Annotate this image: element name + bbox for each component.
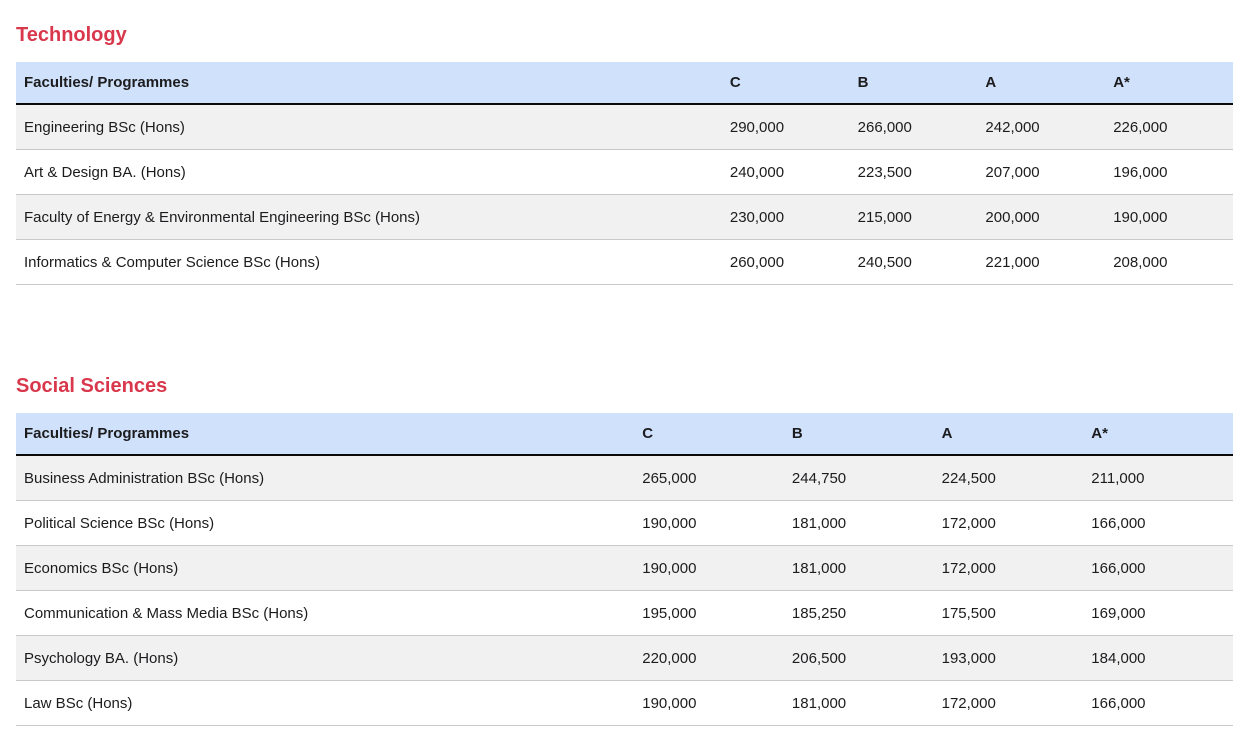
table-row: Communication & Mass Media BSc (Hons) 19…	[16, 590, 1233, 636]
table-row: Art & Design BA. (Hons) 240,000 223,500 …	[16, 149, 1233, 195]
programme-name-cell: Engineering BSc (Hons)	[16, 104, 722, 150]
fee-cell-a-star: 166,000	[1083, 545, 1233, 591]
fee-cell-a: 200,000	[977, 194, 1106, 240]
fees-table: Faculties/ Programmes C B A A* Engineeri…	[16, 62, 1233, 285]
column-header-grade-a-star: A*	[1083, 413, 1233, 456]
fee-cell-b: 240,500	[849, 239, 978, 285]
column-header-programmes: Faculties/ Programmes	[16, 62, 722, 105]
programme-name-cell: Art & Design BA. (Hons)	[16, 149, 722, 195]
programme-name-cell: Business Administration BSc (Hons)	[16, 455, 635, 501]
fee-cell-c: 230,000	[721, 194, 850, 240]
fee-cell-a-star: 196,000	[1105, 149, 1233, 195]
fee-cell-a-star: 208,000	[1105, 239, 1233, 285]
fee-cell-c: 260,000	[721, 239, 850, 285]
fee-cell-a-star: 166,000	[1083, 500, 1233, 546]
fee-cell-a-star: 226,000	[1105, 104, 1233, 150]
fee-cell-b: 223,500	[849, 149, 978, 195]
programme-name-cell: Communication & Mass Media BSc (Hons)	[16, 590, 635, 636]
programme-name-cell: Psychology BA. (Hons)	[16, 635, 635, 681]
fee-cell-a: 193,000	[933, 635, 1084, 681]
column-header-grade-b: B	[849, 62, 978, 105]
table-row: Psychology BA. (Hons) 220,000 206,500 19…	[16, 635, 1233, 681]
fee-cell-c: 240,000	[721, 149, 850, 195]
table-row: Business Administration BSc (Hons) 265,0…	[16, 455, 1233, 501]
table-row: Faculty of Energy & Environmental Engine…	[16, 194, 1233, 240]
fee-cell-a: 172,000	[933, 500, 1084, 546]
sections-container: Technology Faculties/ Programmes C B A A…	[16, 24, 1233, 726]
fee-cell-a: 207,000	[977, 149, 1106, 195]
fee-cell-a: 242,000	[977, 104, 1106, 150]
programme-name-cell: Political Science BSc (Hons)	[16, 500, 635, 546]
table-row: Engineering BSc (Hons) 290,000 266,000 2…	[16, 104, 1233, 150]
fee-cell-c: 195,000	[634, 590, 784, 636]
fee-cell-a-star: 184,000	[1083, 635, 1233, 681]
fee-cell-b: 266,000	[849, 104, 978, 150]
fee-cell-c: 265,000	[634, 455, 784, 501]
fee-cell-a: 172,000	[933, 680, 1084, 726]
fee-cell-a: 224,500	[933, 455, 1084, 501]
column-header-programmes: Faculties/ Programmes	[16, 413, 635, 456]
fee-cell-c: 290,000	[721, 104, 850, 150]
fee-cell-a-star: 166,000	[1083, 680, 1233, 726]
section-title: Technology	[16, 24, 127, 46]
column-header-grade-c: C	[634, 413, 784, 456]
column-header-grade-a-star: A*	[1105, 62, 1233, 105]
fee-cell-b: 181,000	[783, 500, 934, 546]
fee-cell-b: 185,250	[783, 590, 934, 636]
column-header-grade-b: B	[783, 413, 934, 456]
column-header-grade-a: A	[977, 62, 1106, 105]
fee-cell-c: 220,000	[634, 635, 784, 681]
table-header-row: Faculties/ Programmes C B A A*	[16, 413, 1233, 456]
fee-cell-c: 190,000	[634, 500, 784, 546]
fee-cell-a: 175,500	[933, 590, 1084, 636]
fee-cell-a-star: 169,000	[1083, 590, 1233, 636]
programme-name-cell: Economics BSc (Hons)	[16, 545, 635, 591]
fee-cell-b: 215,000	[849, 194, 978, 240]
fee-section: Technology Faculties/ Programmes C B A A…	[16, 24, 1233, 285]
table-row: Law BSc (Hons) 190,000 181,000 172,000 1…	[16, 680, 1233, 726]
fee-cell-c: 190,000	[634, 545, 784, 591]
table-row: Economics BSc (Hons) 190,000 181,000 172…	[16, 545, 1233, 591]
programme-name-cell: Law BSc (Hons)	[16, 680, 635, 726]
fee-cell-a-star: 211,000	[1083, 455, 1233, 501]
fees-table: Faculties/ Programmes C B A A* Business …	[16, 413, 1233, 726]
fee-cell-b: 244,750	[783, 455, 934, 501]
fee-cell-b: 181,000	[783, 545, 934, 591]
section-title: Social Sciences	[16, 375, 168, 397]
table-body: Engineering BSc (Hons) 290,000 266,000 2…	[16, 104, 1233, 285]
programme-name-cell: Informatics & Computer Science BSc (Hons…	[16, 239, 722, 285]
fee-cell-a-star: 190,000	[1105, 194, 1233, 240]
table-row: Informatics & Computer Science BSc (Hons…	[16, 239, 1233, 285]
programme-name-cell: Faculty of Energy & Environmental Engine…	[16, 194, 722, 240]
fee-cell-b: 181,000	[783, 680, 934, 726]
fee-cell-c: 190,000	[634, 680, 784, 726]
table-row: Political Science BSc (Hons) 190,000 181…	[16, 500, 1233, 546]
fee-cell-a: 221,000	[977, 239, 1106, 285]
fee-section: Social Sciences Faculties/ Programmes C …	[16, 375, 1233, 726]
table-body: Business Administration BSc (Hons) 265,0…	[16, 455, 1233, 726]
column-header-grade-c: C	[721, 62, 850, 105]
table-header-row: Faculties/ Programmes C B A A*	[16, 62, 1233, 105]
column-header-grade-a: A	[933, 413, 1084, 456]
fee-cell-b: 206,500	[783, 635, 934, 681]
fee-cell-a: 172,000	[933, 545, 1084, 591]
